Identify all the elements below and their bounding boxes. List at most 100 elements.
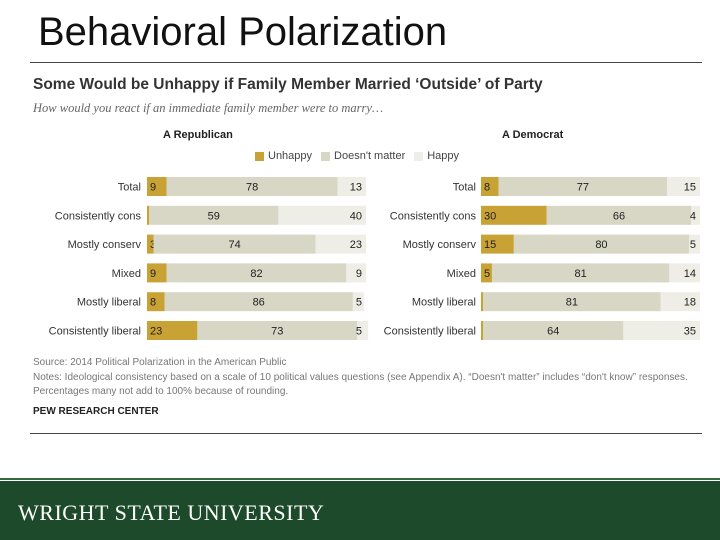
category-label-republican: Mostly conserv xyxy=(68,239,142,251)
data-label-democrat-happy: 18 xyxy=(684,297,696,309)
data-label-democrat-happy: 14 xyxy=(684,268,696,280)
data-label-republican-unhappy: 3 xyxy=(150,239,156,251)
legend-swatch-unhappy xyxy=(255,151,264,161)
top-divider xyxy=(30,62,702,63)
data-label-democrat-doesnt-matter: 81 xyxy=(575,268,587,280)
data-label-democrat-doesnt-matter: 81 xyxy=(566,297,578,309)
bar-segment-republican-doesnt-matter xyxy=(166,263,347,283)
bar-segment-republican-happy xyxy=(337,177,366,196)
bar-segment-republican-unhappy xyxy=(147,263,167,283)
chart-credit: PEW RESEARCH CENTER xyxy=(33,406,159,417)
bar-segment-democrat-happy xyxy=(669,263,700,283)
category-label-democrat: Total xyxy=(453,182,476,194)
bar-segment-republican-happy xyxy=(352,292,364,312)
chart-title: Some Would be Unhappy if Family Member M… xyxy=(33,76,543,93)
bar-segment-democrat-doesnt-matter xyxy=(498,177,668,196)
data-label-republican-unhappy: 8 xyxy=(150,297,156,309)
data-label-democrat-unhappy: 5 xyxy=(484,268,490,280)
bottom-divider xyxy=(30,433,702,434)
bar-segment-democrat-unhappy xyxy=(481,321,484,340)
stacked-bar-chart: Total 9 78 13 Consistently cons 15 9 40 Mostly c… xyxy=(49,177,700,340)
data-label-republican-happy: 5 xyxy=(356,297,362,309)
bar-segment-republican-unhappy xyxy=(147,177,167,196)
legend-label-doesnt-matter: Doesn't matter xyxy=(334,150,406,162)
panel-label-democrat: A Democrat xyxy=(502,129,564,141)
footer-band xyxy=(0,481,720,540)
data-label-democrat-unhappy: 30 xyxy=(484,210,496,222)
bar-segment-republican-unhappy xyxy=(147,292,165,312)
legend-label-unhappy: Unhappy xyxy=(268,150,313,162)
category-label-republican: Consistently cons xyxy=(55,210,142,222)
legend-swatch-doesnt-matter xyxy=(321,151,331,161)
data-label-democrat-doesnt-matter: 80 xyxy=(595,239,607,251)
data-label-democrat-doesnt-matter: 66 xyxy=(613,210,625,222)
data-label-democrat-unhappy: 8 xyxy=(484,182,490,194)
bar-segment-democrat-doesnt-matter xyxy=(491,263,670,283)
chart-legend: Unhappy Doesn't matter Happy xyxy=(255,150,468,162)
bar-segment-democrat-happy xyxy=(691,205,700,225)
bar-segment-democrat-doesnt-matter xyxy=(513,234,690,254)
bar-segment-democrat-doesnt-matter xyxy=(483,292,661,312)
data-label-republican-happy: 9 xyxy=(356,268,362,280)
bar-segment-republican-doesnt-matter xyxy=(197,321,358,340)
bar-segment-republican-unhappy xyxy=(147,234,154,254)
category-label-democrat: Mostly conserv xyxy=(403,239,477,251)
data-label-democrat-doesnt-matter: 77 xyxy=(577,182,589,194)
data-label-republican-doesnt-matter: 86 xyxy=(253,297,265,309)
bar-segment-democrat-happy xyxy=(623,321,700,340)
bar-segment-democrat-happy xyxy=(660,292,700,312)
data-label-republican-happy: 23 xyxy=(350,239,362,251)
data-label-republican-happy: 13 xyxy=(350,182,362,194)
data-label-republican-doesnt-matter: 59 xyxy=(208,210,220,222)
data-label-democrat-happy: 35 xyxy=(684,326,696,338)
chart-source: Source: 2014 Political Polarization in t… xyxy=(33,357,287,368)
category-label-republican: Total xyxy=(118,182,141,194)
category-label-democrat: Consistently liberal xyxy=(384,326,476,338)
data-label-democrat-unhappy: 15 xyxy=(484,239,496,251)
bar-segment-republican-happy xyxy=(357,321,369,340)
data-label-democrat-happy: 4 xyxy=(690,210,696,222)
legend-item-happy: Happy xyxy=(414,150,459,162)
bar-segment-democrat-doesnt-matter xyxy=(546,205,692,225)
bar-segment-republican-unhappy xyxy=(147,205,150,225)
legend-label-happy: Happy xyxy=(427,150,460,162)
bar-segment-republican-unhappy xyxy=(147,321,198,340)
category-label-democrat: Mostly liberal xyxy=(412,297,476,309)
bar-segment-republican-doesnt-matter xyxy=(166,177,338,196)
category-label-republican: Mixed xyxy=(112,268,141,280)
category-label-republican: Consistently liberal xyxy=(49,326,141,338)
data-label-democrat-happy: 5 xyxy=(690,239,696,251)
data-label-republican-doesnt-matter: 82 xyxy=(250,268,262,280)
bar-segment-democrat-unhappy xyxy=(481,292,484,312)
data-label-democrat-happy: 15 xyxy=(684,182,696,194)
bar-segment-republican-happy xyxy=(278,205,366,225)
data-label-republican-unhappy: 9 xyxy=(150,182,156,194)
bar-segment-democrat-unhappy xyxy=(481,263,492,283)
data-label-republican-unhappy: 23 xyxy=(150,326,162,338)
legend-swatch-happy xyxy=(414,151,424,161)
data-label-republican-unhappy: 9 xyxy=(150,268,156,280)
data-label-democrat-doesnt-matter: 64 xyxy=(547,326,559,338)
category-label-democrat: Mixed xyxy=(447,268,476,280)
bar-segment-democrat-happy xyxy=(667,177,700,196)
bar-segment-democrat-unhappy xyxy=(481,234,514,254)
legend-item-unhappy: Unhappy xyxy=(255,150,312,162)
data-label-republican-doesnt-matter: 74 xyxy=(228,239,240,251)
footer-accent-line xyxy=(0,478,720,480)
slide-title: Behavioral Polarization xyxy=(38,10,448,54)
bar-segment-democrat-happy xyxy=(689,234,700,254)
bar-segment-republican-happy xyxy=(346,263,366,283)
bar-segment-democrat-unhappy xyxy=(481,177,499,196)
data-label-republican-happy: 5 xyxy=(356,326,362,338)
data-label-republican-doesnt-matter: 78 xyxy=(246,182,258,194)
legend-item-doesnt-matter: Doesn't matter xyxy=(321,150,405,162)
bar-segment-republican-doesnt-matter xyxy=(164,292,353,312)
bar-segment-republican-happy xyxy=(315,234,366,254)
data-label-republican-doesnt-matter: 73 xyxy=(271,326,283,338)
chart-notes: Notes: Ideological consistency based on … xyxy=(33,372,688,397)
university-logo-text: WRIGHT STATE UNIVERSITY xyxy=(18,500,325,525)
bar-segment-republican-doesnt-matter xyxy=(149,205,279,225)
chart-subtitle: How would you react if an immediate fami… xyxy=(33,101,384,115)
category-label-republican: Mostly liberal xyxy=(77,297,141,309)
bar-segment-democrat-doesnt-matter xyxy=(483,321,624,340)
